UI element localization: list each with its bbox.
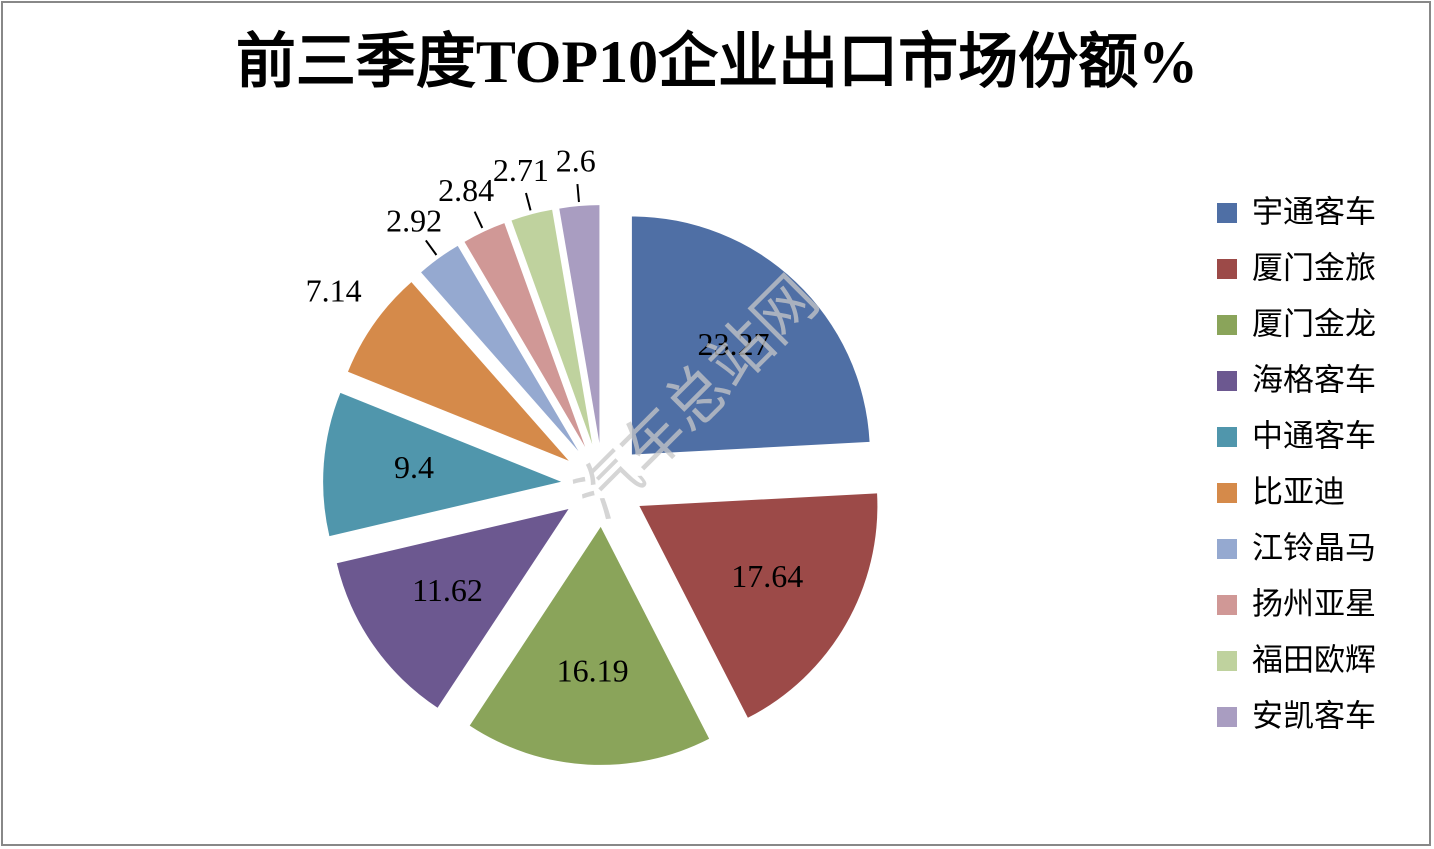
data-label: 2.84 xyxy=(438,172,494,208)
legend-label: 厦门金龙 xyxy=(1252,307,1376,343)
pie-slice xyxy=(347,282,569,461)
data-label: 2.6 xyxy=(556,143,596,179)
pie-slice xyxy=(336,509,569,708)
legend-label: 海格客车 xyxy=(1252,363,1376,399)
pie-slice xyxy=(469,526,710,765)
legend-swatch xyxy=(1217,315,1237,335)
leader-line xyxy=(524,192,532,211)
legend-swatch xyxy=(1217,427,1237,447)
legend-label: 比亚迪 xyxy=(1252,475,1345,511)
legend-swatch xyxy=(1217,483,1237,503)
data-label: 11.62 xyxy=(412,572,483,608)
legend-swatch xyxy=(1217,707,1237,727)
data-label: 17.64 xyxy=(731,558,803,594)
legend-swatch xyxy=(1217,259,1237,279)
data-label: 7.14 xyxy=(306,273,362,309)
pie-slice xyxy=(631,216,870,455)
legend-swatch xyxy=(1217,651,1237,671)
legend-label: 宇通客车 xyxy=(1252,195,1376,231)
data-label: 2.71 xyxy=(493,152,549,188)
legend-label: 江铃晶马 xyxy=(1252,531,1376,567)
legend-label: 中通客车 xyxy=(1252,419,1376,455)
data-label: 9.4 xyxy=(394,449,434,485)
legend-swatch xyxy=(1217,595,1237,615)
legend-label: 安凯客车 xyxy=(1252,699,1376,735)
legend-swatch xyxy=(1217,203,1237,223)
pie-slice xyxy=(511,209,593,445)
legend-label: 扬州亚星 xyxy=(1252,587,1376,623)
leader-line xyxy=(425,239,438,256)
legend-swatch xyxy=(1217,539,1237,559)
pie-slice xyxy=(639,493,878,718)
legend-label: 厦门金旅 xyxy=(1252,251,1376,287)
pie-slice xyxy=(559,205,600,444)
legend-label: 福田欧辉 xyxy=(1252,643,1376,679)
data-label: 16.19 xyxy=(557,653,629,689)
chart-title: 前三季度TOP10企业出口市场份额% xyxy=(236,29,1198,95)
pie-slice xyxy=(464,223,586,447)
leader-line xyxy=(576,184,580,203)
pie-slice xyxy=(421,245,579,451)
pie-slice xyxy=(323,392,562,537)
data-label: 23.27 xyxy=(697,326,769,362)
data-label: 2.92 xyxy=(386,203,442,239)
legend-swatch xyxy=(1217,371,1237,391)
leader-line xyxy=(473,211,484,229)
